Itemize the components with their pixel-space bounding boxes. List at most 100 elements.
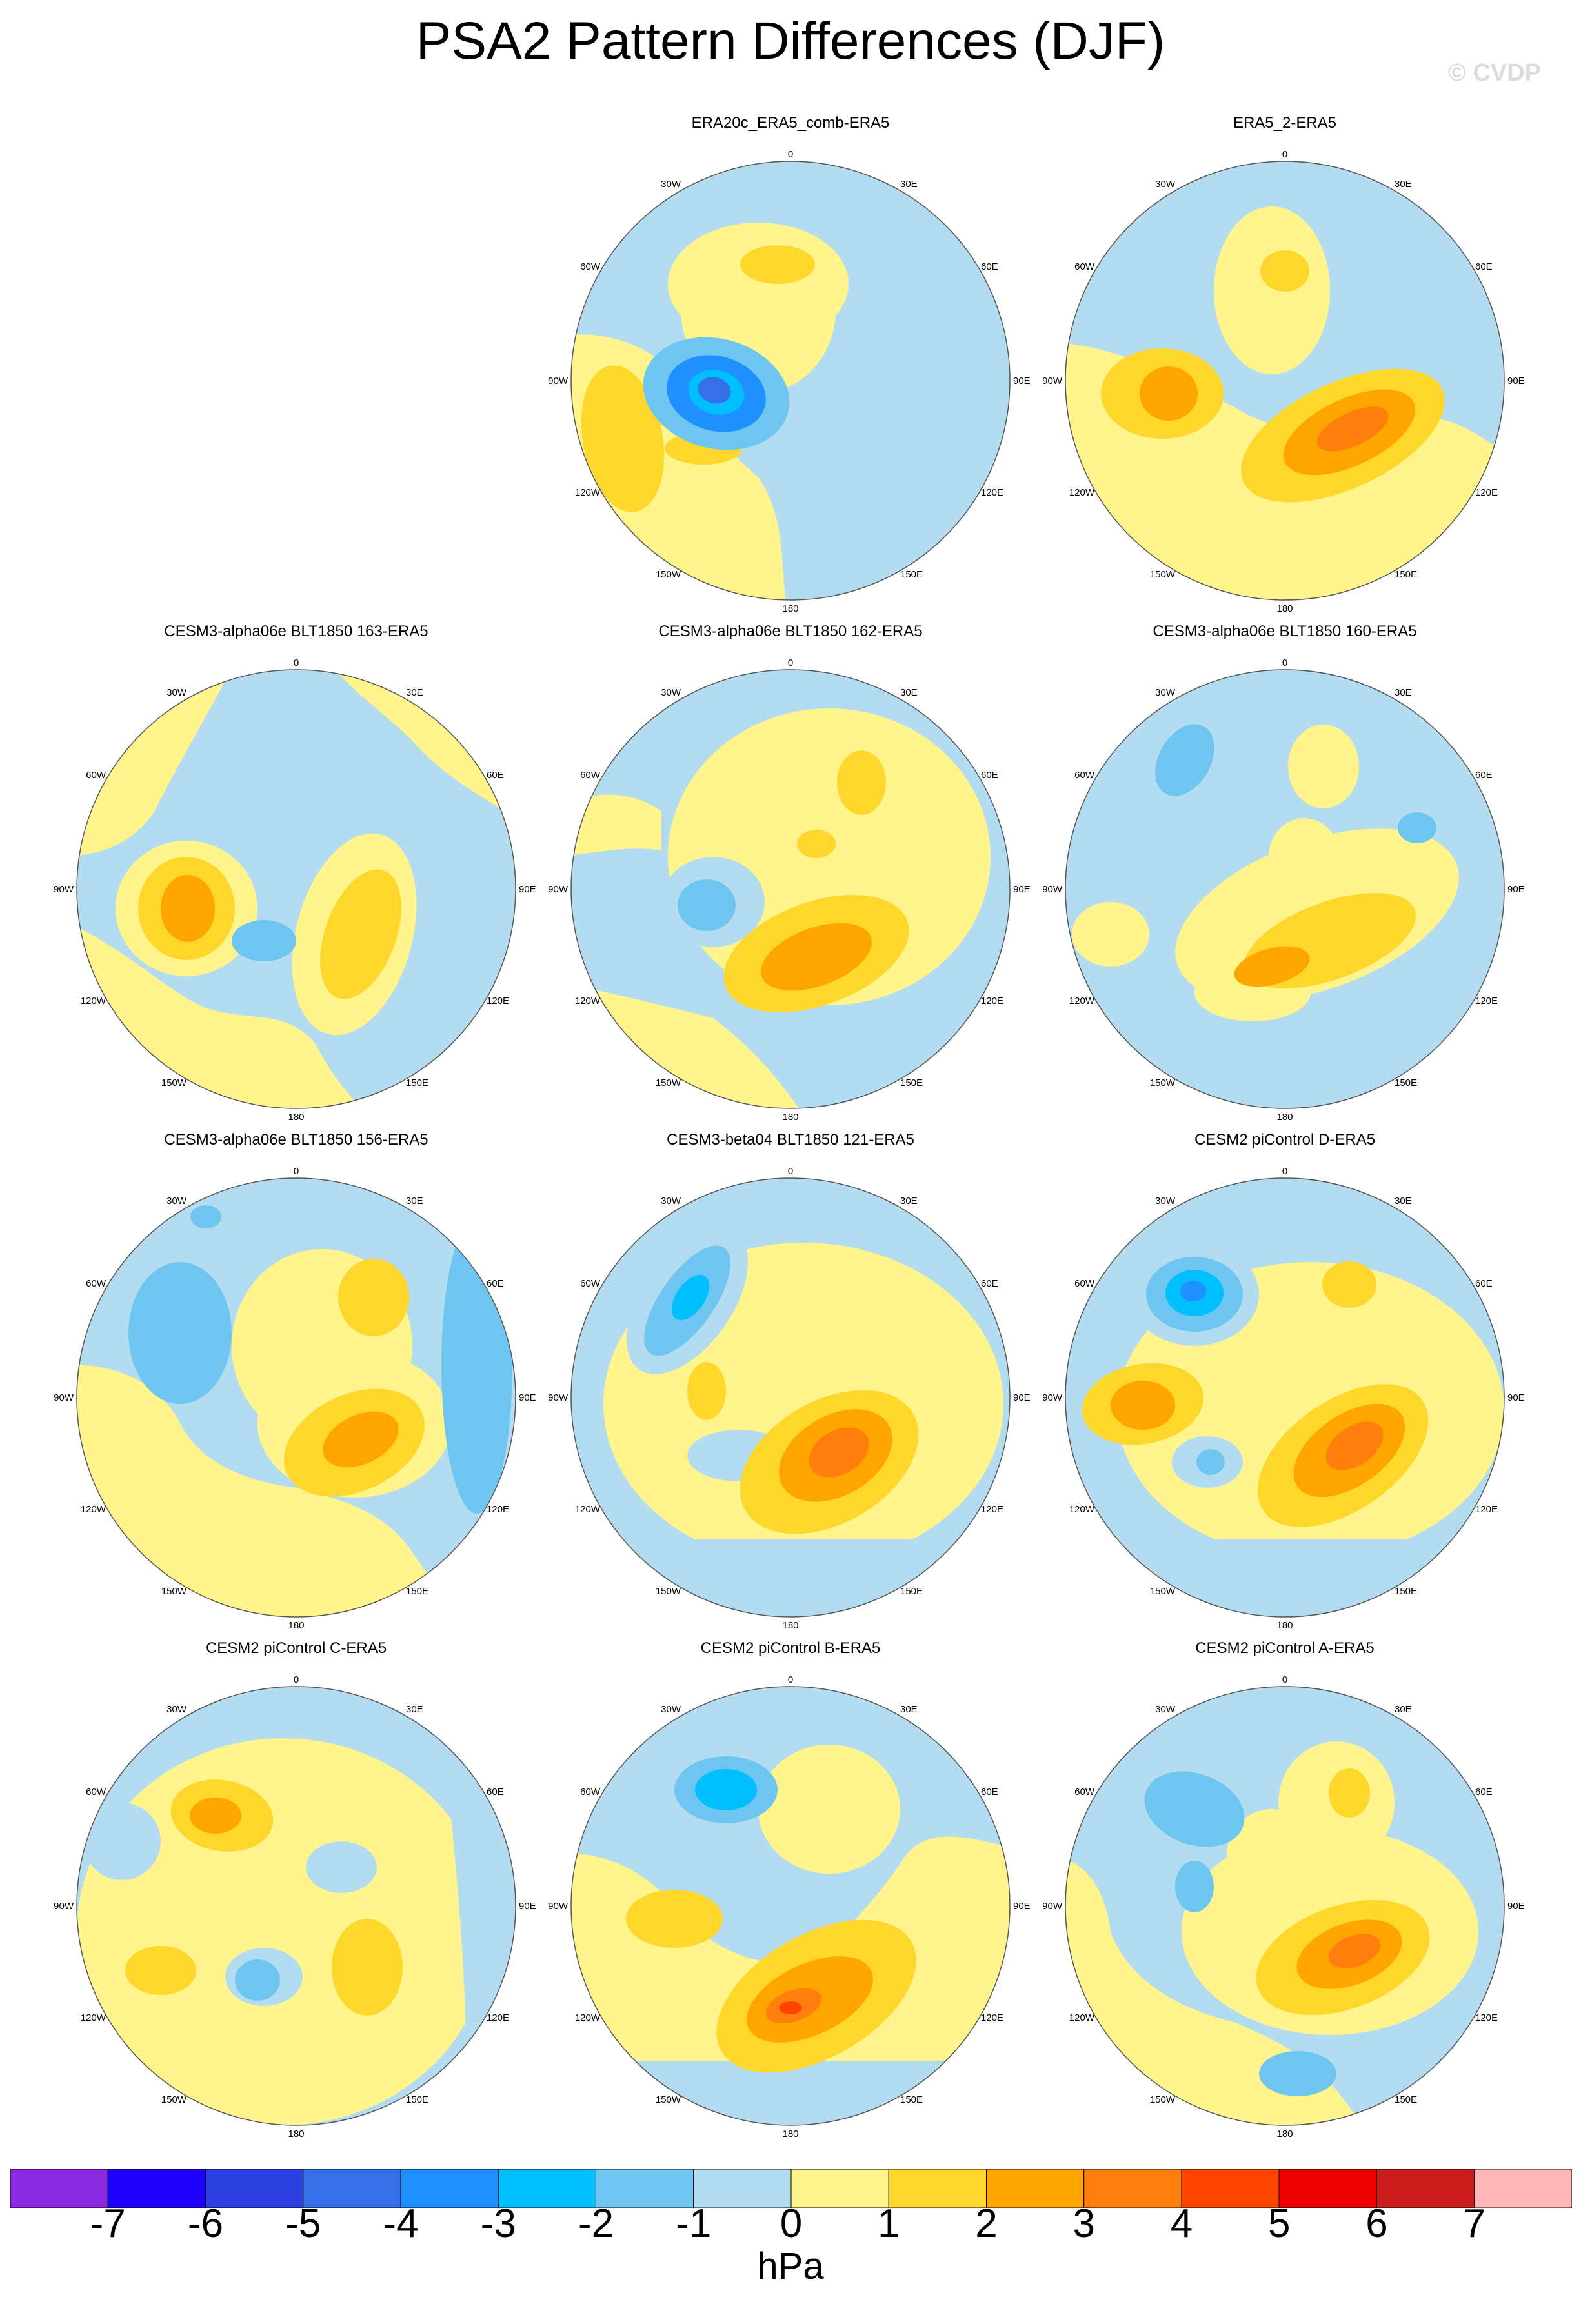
colorbar — [10, 2169, 1572, 2208]
lon-label-30w: 30W — [661, 1196, 681, 1207]
lon-label-30w: 30W — [1155, 687, 1176, 698]
lon-label-90e: 90E — [519, 1392, 536, 1403]
map-panel-6: CESM3-alpha06e BLT1850 156-ERA5 0 30E 60… — [51, 1130, 541, 1640]
lon-label-30w: 30W — [661, 1704, 681, 1715]
lon-label-30e: 30E — [1395, 687, 1412, 698]
lon-label-180: 180 — [782, 1620, 798, 1631]
lon-label-90e: 90E — [1507, 376, 1525, 386]
map-panel-7: CESM3-beta04 BLT1850 121-ERA5 0 30E 60E … — [545, 1130, 1036, 1640]
lon-label-30e: 30E — [900, 1196, 918, 1207]
colorbar-tick-label: 0 — [780, 2201, 803, 2246]
colorbar-tick-labels: -7 -6 -5 -4 -3 -2 -1 0 1 2 3 4 5 6 7 — [0, 2201, 1581, 2253]
polar-map: 0 30E 60E 90E 120E 150E 180 150W 120W 90… — [548, 1166, 1031, 1631]
lon-label-90w: 90W — [548, 376, 569, 386]
map-outline — [1065, 1177, 1505, 1618]
polar-map: 0 30E 60E 90E 120E 150E 180 150W 120W 90… — [1042, 1166, 1525, 1631]
lon-label-30w: 30W — [661, 179, 681, 190]
lon-label-90e: 90E — [519, 884, 536, 895]
lon-label-90w: 90W — [548, 1901, 569, 1912]
lon-label-0: 0 — [788, 149, 793, 160]
lon-label-150w: 150W — [1150, 1586, 1176, 1597]
lon-label-180: 180 — [1276, 1620, 1293, 1631]
lon-label-120w: 120W — [575, 487, 601, 498]
lon-label-60e: 60E — [1475, 261, 1493, 272]
lon-label-60e: 60E — [981, 770, 998, 781]
colorbar-tick-label: 7 — [1463, 2201, 1485, 2246]
lon-label-90w: 90W — [1042, 1901, 1063, 1912]
lon-label-30e: 30E — [1395, 1704, 1412, 1715]
polar-map: 0 30E 60E 90E 120E 150E 180 150W 120W 90… — [548, 149, 1031, 614]
lon-label-60w: 60W — [1074, 770, 1095, 781]
colorbar-tick-label: 1 — [878, 2201, 900, 2246]
lon-label-180: 180 — [1276, 2129, 1293, 2139]
anomaly-contours — [1065, 206, 1504, 600]
figure-title: PSA2 Pattern Differences (DJF) — [416, 12, 1165, 70]
lon-label-120e: 120E — [1475, 487, 1498, 498]
colorbar-tick-label: -4 — [383, 2201, 419, 2246]
lon-label-0: 0 — [1282, 1166, 1287, 1177]
lon-label-120e: 120E — [487, 996, 509, 1007]
polar-map: 0 30E 60E 90E 120E 150E 180 150W 120W 90… — [54, 657, 536, 1123]
lon-label-120e: 120E — [1475, 996, 1498, 1007]
lon-label-30e: 30E — [1395, 179, 1412, 190]
lon-label-150w: 150W — [1150, 1077, 1176, 1088]
colorbar-tick-label: 4 — [1170, 2201, 1193, 2246]
colorbar-box — [888, 2169, 987, 2208]
lon-label-150w: 150W — [656, 569, 681, 580]
lon-label-60e: 60E — [487, 1278, 504, 1289]
lon-label-60w: 60W — [86, 1278, 106, 1289]
lon-label-180: 180 — [782, 1112, 798, 1123]
lon-label-150w: 150W — [161, 1586, 187, 1597]
colorbar-box — [1474, 2169, 1572, 2208]
lon-label-120w: 120W — [1069, 1504, 1095, 1515]
lon-label-150e: 150E — [1395, 1077, 1417, 1088]
lon-label-30w: 30W — [1155, 179, 1176, 190]
lon-label-120e: 120E — [981, 487, 1003, 498]
lon-label-90w: 90W — [54, 884, 74, 895]
lon-label-150w: 150W — [656, 2094, 681, 2105]
lon-label-0: 0 — [1282, 657, 1287, 668]
map-outline — [1065, 1686, 1505, 2126]
lon-label-150e: 150E — [900, 1586, 923, 1597]
lon-label-120w: 120W — [81, 996, 106, 1007]
lon-label-90w: 90W — [1042, 376, 1063, 386]
lon-label-150e: 150E — [1395, 569, 1417, 580]
anomaly-contours — [77, 1205, 512, 1617]
lon-label-120w: 120W — [1069, 487, 1095, 498]
lon-label-60w: 60W — [580, 1787, 601, 1798]
map-panel-1: ERA20c_ERA5_comb-ERA5 0 30E 60E 90E 120E… — [545, 114, 1036, 623]
map-outline — [76, 1177, 516, 1618]
colorbar-tick-label: -6 — [187, 2201, 224, 2246]
panel-title: ERA5_2-ERA5 — [1233, 114, 1337, 132]
map-panel-8: CESM2 piControl D-ERA5 0 30E 60E 90E 120… — [1040, 1130, 1530, 1640]
lon-label-120w: 120W — [81, 2012, 106, 2023]
polar-map: 0 30E 60E 90E 120E 150E 180 150W 120W 90… — [54, 1674, 536, 2139]
polar-map: 0 30E 60E 90E 120E 150E 180 150W 120W 90… — [1042, 657, 1525, 1123]
lon-label-120e: 120E — [487, 1504, 509, 1515]
lon-label-90e: 90E — [1013, 884, 1031, 895]
panel-title: CESM3-alpha06e BLT1850 163-ERA5 — [164, 623, 428, 640]
lon-label-120w: 120W — [1069, 2012, 1095, 2023]
lon-label-150w: 150W — [1150, 569, 1176, 580]
anomaly-contours — [1065, 1243, 1504, 1617]
lon-label-60w: 60W — [86, 1787, 106, 1798]
polar-map: 0 30E 60E 90E 120E 150E 180 150W 120W 90… — [54, 1166, 536, 1631]
lon-label-120w: 120W — [1069, 996, 1095, 1007]
lon-label-180: 180 — [782, 2129, 798, 2139]
lon-label-90e: 90E — [519, 1901, 536, 1912]
panel-title: CESM2 piControl D-ERA5 — [1194, 1131, 1376, 1148]
lon-label-0: 0 — [294, 657, 299, 668]
lon-label-120w: 120W — [81, 1504, 106, 1515]
lon-label-60e: 60E — [487, 1787, 504, 1798]
colorbar-units: hPa — [757, 2245, 824, 2287]
map-panel-10: CESM2 piControl B-ERA5 0 30E 60E 90E 120… — [545, 1639, 1036, 2149]
lon-label-90e: 90E — [1507, 1392, 1525, 1403]
lon-label-30e: 30E — [406, 687, 423, 698]
map-outline — [1065, 669, 1505, 1109]
lon-label-180: 180 — [1276, 603, 1293, 614]
lon-label-150e: 150E — [406, 1077, 428, 1088]
lon-label-30w: 30W — [166, 687, 187, 698]
lon-label-90e: 90E — [1507, 884, 1525, 895]
colorbar-box — [986, 2169, 1085, 2208]
lon-label-150e: 150E — [1395, 2094, 1417, 2105]
